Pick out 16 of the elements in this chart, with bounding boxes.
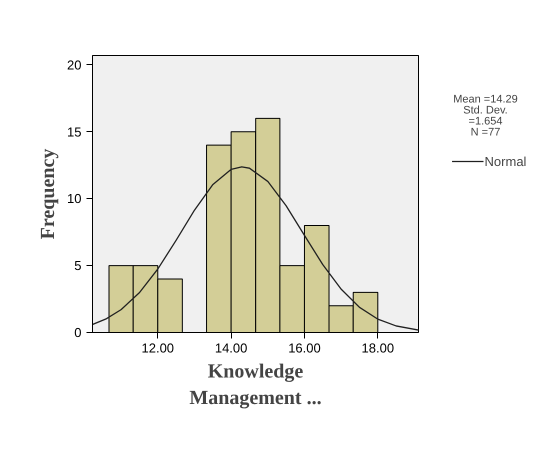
x-tick-label: 12.00 <box>142 340 174 356</box>
y-tick-label: 10 <box>67 191 82 206</box>
y-tick-label: 0 <box>74 325 82 340</box>
x-tick-label: 18.00 <box>362 340 394 356</box>
text: Std. Dev. =1.654 <box>463 104 508 128</box>
line-series <box>92 166 418 331</box>
x-axis-title: Knowledge Management ... <box>189 360 322 409</box>
y-tick-label: 5 <box>74 258 82 274</box>
y-tick-label: 15 <box>67 124 82 140</box>
text: N =77 <box>470 126 500 138</box>
legend-label: Normal <box>484 154 526 169</box>
text: Mean =14.29 <box>453 94 518 106</box>
x-tick-label: 16.00 <box>288 340 321 356</box>
y-tick-label: 20 <box>67 57 82 72</box>
x-tick-label: 14.00 <box>214 340 248 356</box>
y-axis-title: Frequency <box>37 148 60 240</box>
